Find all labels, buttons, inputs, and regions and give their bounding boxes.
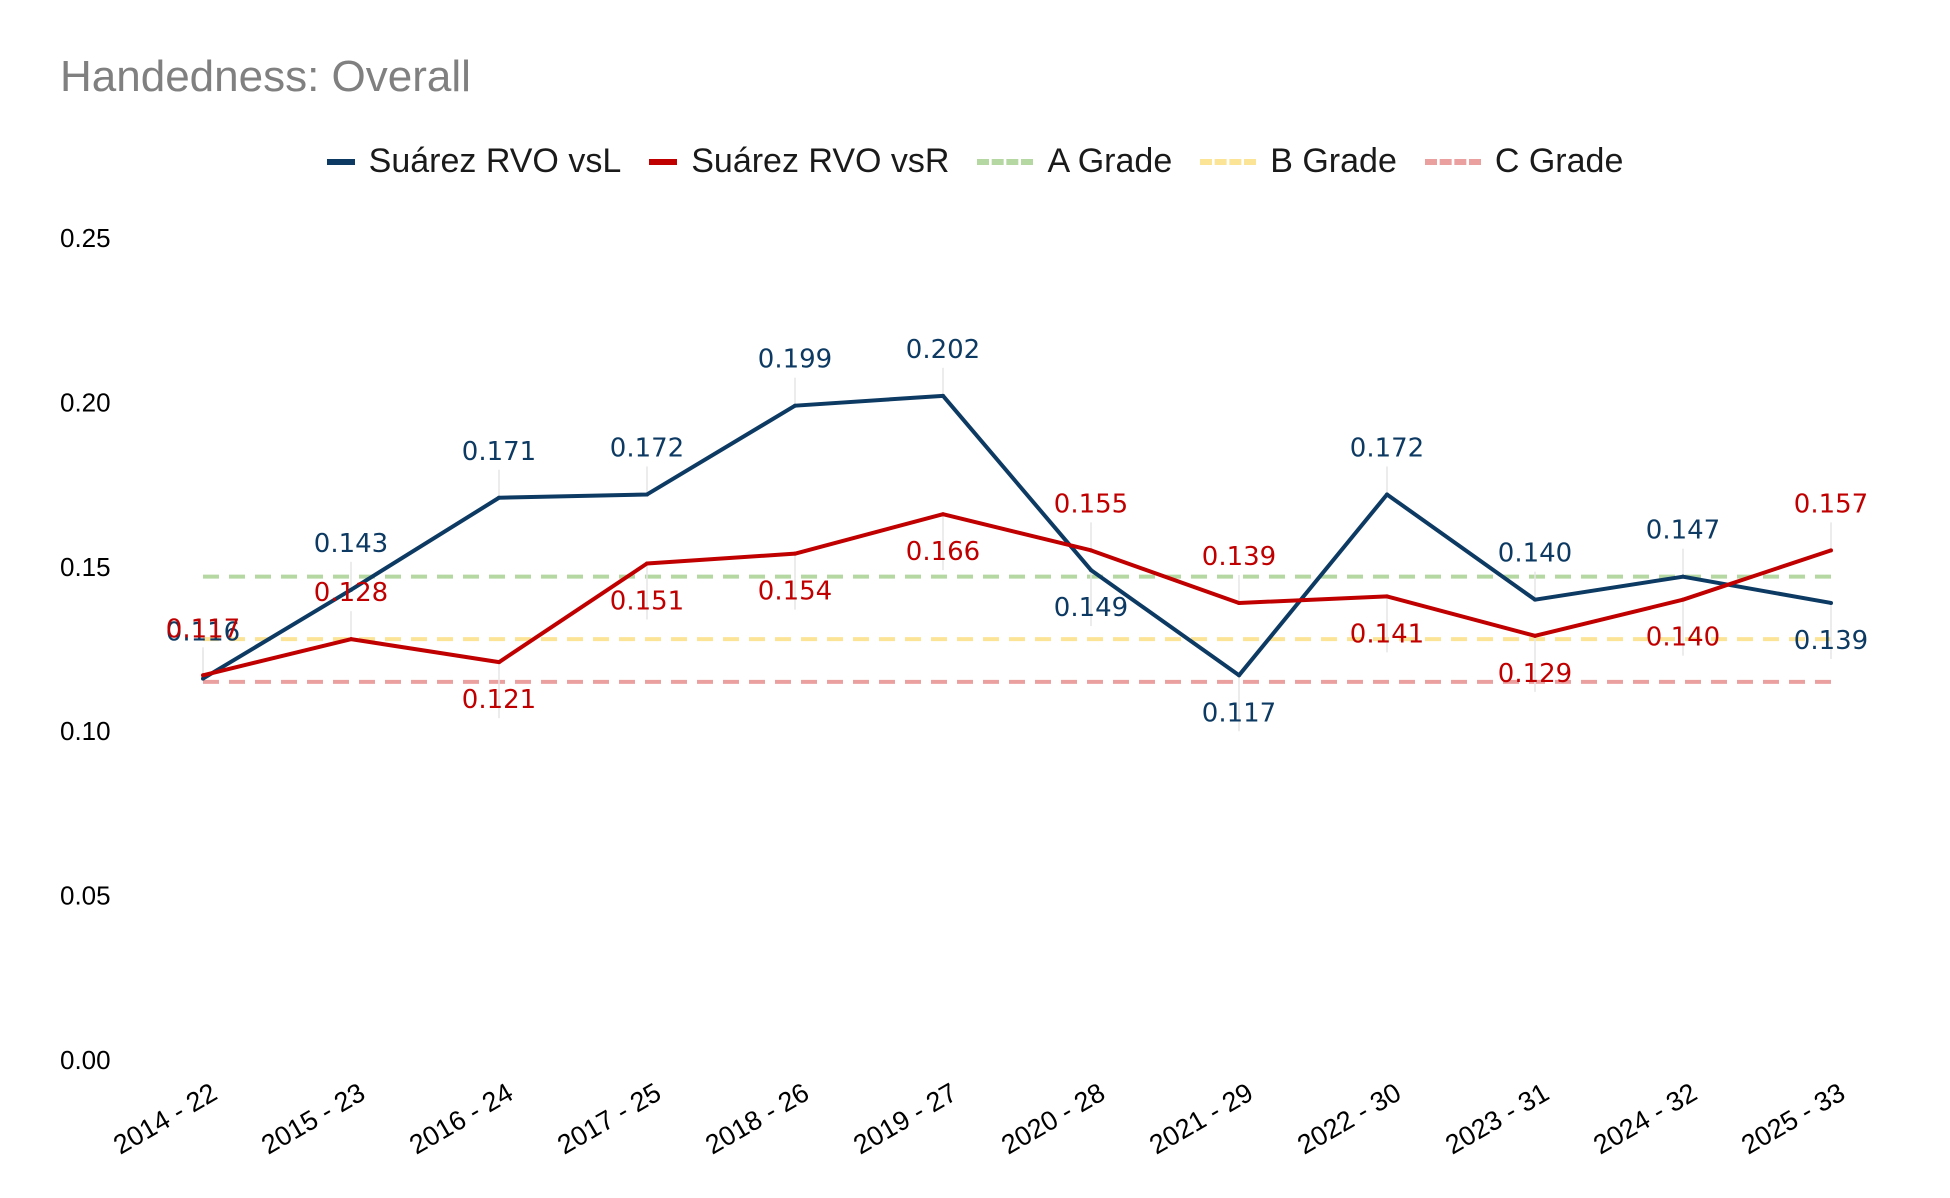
x-tick-label-4: 2018 - 26 — [700, 1077, 814, 1160]
legend-label-a-grade: A Grade — [1047, 142, 1173, 180]
data-point-vsl — [1681, 574, 1685, 579]
data-label-vsl: 0.139 — [1794, 626, 1868, 656]
data-label-vsr: 0.154 — [758, 577, 832, 607]
data-label-vsl: 0.140 — [1498, 539, 1572, 569]
x-tick-label-6: 2020 - 28 — [996, 1077, 1110, 1160]
data-point-vsl — [1385, 492, 1389, 497]
data-point-vsl — [793, 403, 797, 408]
data-label-vsr: 0.128 — [314, 578, 388, 608]
x-tick-label-11: 2025 - 33 — [1736, 1077, 1850, 1160]
x-tick-label-9: 2023 - 31 — [1440, 1077, 1554, 1160]
data-label-vsr: 0.139 — [1202, 542, 1276, 572]
data-point-vsl — [497, 495, 501, 500]
x-tick-label-8: 2022 - 30 — [1292, 1077, 1406, 1160]
x-tick-label-0: 2014 - 22 — [108, 1077, 222, 1160]
legend-item-c-grade: C Grade — [1424, 142, 1624, 181]
data-label-vsr: 0.155 — [1054, 489, 1128, 519]
y-tick-label-3: 0.15 — [60, 552, 111, 582]
data-label-vsr: 0.141 — [1350, 619, 1424, 649]
y-tick-label-5: 0.25 — [60, 223, 111, 253]
data-label-vsl: 0.117 — [1202, 698, 1276, 728]
data-label-vsr: 0.129 — [1498, 659, 1572, 689]
data-label-vsr: 0.117 — [166, 614, 240, 644]
data-label-vsr: 0.157 — [1794, 489, 1868, 519]
data-point-vsr — [941, 512, 945, 517]
y-tick-label-4: 0.20 — [60, 387, 111, 417]
data-point-vsr — [201, 673, 205, 678]
series-line-vsr — [202, 512, 1832, 678]
data-point-vsl — [941, 393, 945, 398]
data-label-vsl: 0.199 — [758, 345, 832, 375]
data-point-vsl — [1533, 597, 1537, 602]
data-point-vsr — [1237, 600, 1241, 605]
data-point-vsr — [1089, 548, 1093, 553]
x-tick-label-3: 2017 - 25 — [552, 1077, 666, 1160]
legend-label-vsl: Suárez RVO vsL — [368, 142, 622, 180]
legend-label-c-grade: C Grade — [1494, 142, 1624, 180]
data-point-vsl — [349, 587, 353, 592]
x-tick-label-7: 2021 - 29 — [1144, 1077, 1258, 1160]
legend: Suárez RVO vsL Suárez RVO vsR A Grade B … — [0, 142, 1950, 181]
x-tick-label-5: 2019 - 27 — [848, 1077, 962, 1160]
y-tick-label-0: 0.00 — [60, 1045, 111, 1075]
chart-title: Handedness: Overall — [60, 52, 471, 101]
data-point-vsl — [1237, 673, 1241, 678]
data-label-vsr: 0.151 — [610, 587, 684, 617]
x-tick-label-10: 2024 - 32 — [1588, 1077, 1702, 1160]
data-label-vsl: 0.171 — [462, 437, 536, 467]
legend-swatch-c-grade — [1424, 158, 1481, 165]
data-point-vsr — [1385, 594, 1389, 599]
y-tick-label-1: 0.05 — [60, 881, 111, 911]
legend-swatch-a-grade — [977, 158, 1034, 165]
legend-label-b-grade: B Grade — [1270, 142, 1397, 180]
data-point-vsr — [793, 551, 797, 556]
legend-swatch-b-grade — [1200, 158, 1257, 165]
legend-swatch-vsr — [649, 158, 678, 165]
data-point-vsl — [1829, 600, 1833, 605]
series-line-vsl — [201, 393, 1832, 681]
data-point-vsr — [1681, 597, 1685, 602]
data-point-vsr — [1533, 633, 1537, 638]
data-label-vsl: 0.116 — [166, 618, 240, 648]
x-tick-label-1: 2015 - 23 — [256, 1077, 370, 1160]
data-label-vsl: 0.147 — [1646, 516, 1720, 546]
data-label-vsr: 0.166 — [906, 537, 980, 567]
data-point-vsl — [1089, 568, 1093, 573]
data-point-vsr — [645, 561, 649, 566]
data-point-vsl — [201, 676, 205, 681]
legend-item-a-grade: A Grade — [977, 142, 1172, 181]
legend-label-vsr: Suárez RVO vsR — [691, 142, 950, 180]
data-point-vsr — [497, 660, 501, 665]
data-label-vsl: 0.202 — [906, 335, 980, 365]
legend-item-vsl: Suárez RVO vsL — [326, 142, 622, 181]
data-label-vsl: 0.172 — [1350, 433, 1424, 463]
data-label-vsl: 0.143 — [314, 529, 388, 559]
y-tick-label-2: 0.10 — [60, 716, 111, 746]
legend-item-vsr: Suárez RVO vsR — [649, 142, 949, 181]
data-point-vsl — [645, 492, 649, 497]
data-label-vsl: 0.149 — [1054, 593, 1128, 623]
data-label-vsr: 0.140 — [1646, 623, 1720, 653]
x-tick-label-2: 2016 - 24 — [404, 1077, 518, 1160]
legend-swatch-vsl — [326, 158, 355, 165]
legend-item-b-grade: B Grade — [1200, 142, 1397, 181]
data-point-vsr — [1829, 548, 1833, 553]
data-label-vsl: 0.172 — [610, 433, 684, 463]
data-point-vsr — [349, 637, 353, 642]
data-label-vsr: 0.121 — [462, 685, 536, 715]
